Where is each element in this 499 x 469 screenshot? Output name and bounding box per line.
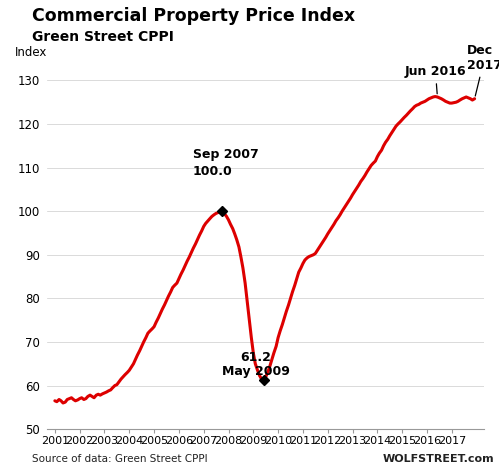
Text: Commercial Property Price Index: Commercial Property Price Index [32, 7, 356, 25]
Text: Source of data: Green Street CPPI: Source of data: Green Street CPPI [32, 454, 208, 464]
Text: 100.0: 100.0 [193, 166, 232, 179]
Text: Sep 2007: Sep 2007 [193, 148, 258, 161]
Text: May 2009: May 2009 [222, 365, 290, 378]
Text: 61.2: 61.2 [241, 351, 271, 364]
Text: WOLFSTREET.com: WOLFSTREET.com [382, 454, 494, 464]
Text: Jun 2016: Jun 2016 [405, 65, 466, 94]
Text: Green Street CPPI: Green Street CPPI [32, 30, 174, 45]
Text: Index: Index [14, 45, 47, 59]
Text: Dec
2017: Dec 2017 [467, 44, 499, 96]
